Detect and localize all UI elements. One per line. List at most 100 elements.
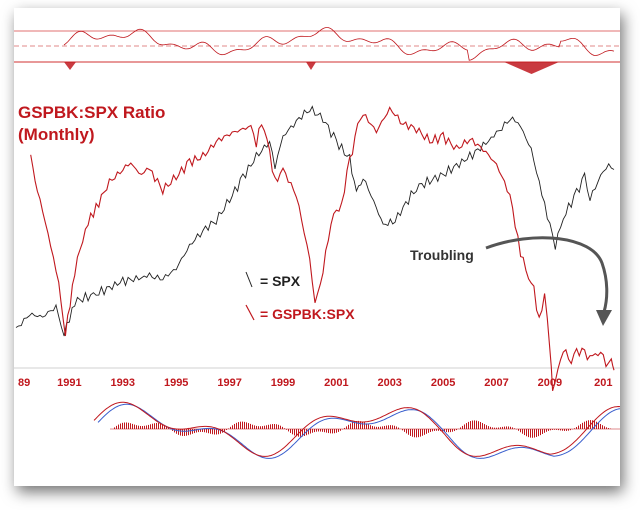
- macd-bar-47: [206, 429, 207, 433]
- macd-bar-127: [366, 423, 367, 429]
- macd-bar-32: [176, 429, 177, 434]
- macd-bar-216: [544, 429, 545, 433]
- macd-bar-199: [510, 426, 511, 429]
- macd-bar-154: [420, 429, 421, 437]
- macd-bar-200: [512, 427, 513, 429]
- macd-bar-26: [164, 424, 165, 429]
- macd-bar-40: [192, 429, 193, 434]
- macd-bar-134: [380, 426, 381, 429]
- x-tick-label-5: 1999: [271, 377, 295, 389]
- macd-bar-118: [348, 424, 349, 429]
- macd-bar-172: [456, 429, 457, 431]
- macd-bar-13: [138, 425, 139, 429]
- macd-bar-27: [166, 426, 167, 429]
- macd-bar-246: [604, 426, 605, 429]
- macd-bar-124: [360, 421, 361, 429]
- macd-bar-149: [410, 429, 411, 436]
- top-oscillator-line: [63, 27, 615, 61]
- macd-bar-46: [204, 429, 205, 433]
- macd-bar-245: [602, 425, 603, 429]
- macd-bar-193: [498, 427, 499, 429]
- legend-label-spx: = SPX: [260, 273, 301, 289]
- macd-bar-148: [408, 429, 409, 435]
- macd-bar-147: [406, 429, 407, 434]
- macd-bar-79: [270, 424, 271, 429]
- macd-bar-36: [184, 429, 185, 436]
- macd-bar-242: [596, 421, 597, 429]
- macd-bar-23: [158, 422, 159, 429]
- top-panel-shade-0: [64, 62, 76, 70]
- macd-bar-116: [344, 427, 345, 429]
- macd-bar-128: [368, 424, 369, 429]
- legend-label-gspbk-spx: = GSPBK:SPX: [260, 306, 355, 322]
- macd-bar-53: [218, 429, 219, 435]
- macd-bar-208: [528, 429, 529, 438]
- macd-bar-59: [230, 426, 231, 429]
- macd-bar-67: [246, 422, 247, 429]
- macd-bar-229: [570, 429, 571, 431]
- macd-bar-65: [242, 421, 243, 429]
- macd-bar-15: [142, 426, 143, 429]
- macd-bar-146: [404, 429, 405, 432]
- macd-bar-232: [576, 426, 577, 429]
- macd-bar-11: [134, 424, 135, 429]
- top-panel-shade-2: [504, 62, 559, 74]
- macd-bar-95: [302, 429, 303, 437]
- macd-bar-177: [466, 423, 467, 429]
- macd-bar-161: [434, 429, 435, 431]
- macd-bar-225: [562, 429, 563, 431]
- macd-bar-18: [148, 424, 149, 429]
- macd-bar-162: [436, 429, 437, 431]
- macd-bar-170: [452, 429, 453, 432]
- macd-bar-126: [364, 422, 365, 429]
- macd-bar-89: [290, 429, 291, 433]
- macd-bar-151: [414, 429, 415, 438]
- macd-bar-87: [286, 429, 287, 430]
- macd-bar-91: [294, 429, 295, 436]
- macd-bar-30: [172, 429, 173, 431]
- macd-bar-218: [548, 429, 549, 431]
- macd-bar-96: [304, 429, 305, 436]
- macd-bar-140: [392, 425, 393, 429]
- macd-bar-238: [588, 420, 589, 429]
- macd-bar-160: [432, 429, 433, 432]
- macd-bar-166: [444, 429, 445, 432]
- macd-bar-90: [292, 429, 293, 435]
- macd-bar-100: [312, 429, 313, 433]
- macd-bar-24: [160, 423, 161, 429]
- macd-bar-110: [332, 429, 333, 434]
- macd-bar-171: [454, 429, 455, 432]
- macd-bar-136: [384, 425, 385, 429]
- macd-bar-156: [424, 429, 425, 435]
- macd-bar-57: [226, 429, 227, 431]
- macd-bar-109: [330, 429, 331, 434]
- macd-bar-131: [374, 426, 375, 429]
- macd-bar-94: [300, 429, 301, 437]
- macd-bar-190: [492, 427, 493, 429]
- macd-bar-74: [260, 426, 261, 429]
- macd-bar-120: [352, 422, 353, 429]
- macd-bar-101: [314, 429, 315, 433]
- macd-bar-20: [152, 423, 153, 429]
- macd-bar-204: [520, 429, 521, 433]
- x-tick-label-2: 1993: [111, 377, 135, 389]
- macd-bar-191: [494, 427, 495, 429]
- macd-bar-37: [186, 429, 187, 436]
- macd-bar-241: [594, 420, 595, 429]
- macd-bar-228: [568, 429, 569, 431]
- legend-swatch-gspbk-spx: [245, 304, 255, 321]
- macd-bar-16: [144, 425, 145, 429]
- macd-bar-61: [234, 423, 235, 429]
- macd-bar-98: [308, 429, 309, 435]
- macd-bar-39: [190, 429, 191, 435]
- macd-bar-58: [228, 428, 229, 429]
- macd-bar-211: [534, 429, 535, 438]
- x-tick-label-4: 1997: [217, 377, 241, 389]
- macd-bar-8: [128, 422, 129, 429]
- macd-bar-48: [208, 429, 209, 434]
- macd-bar-194: [500, 427, 501, 429]
- macd-bar-42: [196, 429, 197, 433]
- macd-bar-9: [130, 423, 131, 429]
- chart-title-line-1: GSPBK:SPX Ratio: [18, 103, 165, 122]
- x-tick-label-1: 1991: [57, 377, 81, 389]
